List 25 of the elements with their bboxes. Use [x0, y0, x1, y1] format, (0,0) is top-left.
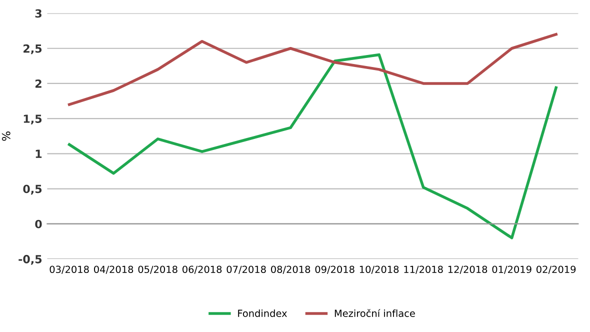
y-tick-label: -0,5: [18, 254, 42, 265]
y-tick-label: 1,5: [24, 114, 42, 124]
x-tick-label: 02/2019: [536, 266, 576, 274]
line-series: [68, 53, 558, 240]
y-tick-label: 0: [35, 220, 42, 228]
x-tick-label: 01/2019: [492, 266, 532, 274]
line-series: [68, 32, 558, 106]
y-tick-label: 0,5: [23, 184, 42, 195]
x-tick-label: 07/2018: [226, 266, 266, 274]
y-axis-title: %: [2, 131, 10, 141]
x-tick-label: 12/2018: [448, 266, 488, 274]
x-tick-label: 09/2018: [315, 266, 354, 274]
x-tick-label: 05/2018: [138, 266, 178, 274]
y-tick-label: 3: [35, 9, 42, 18]
y-tick-label: 2,5: [24, 44, 42, 54]
y-tick-label: 1: [36, 150, 42, 158]
x-tick-label: 10/2018: [360, 266, 399, 274]
x-tick-label: 03/2018: [50, 266, 89, 274]
x-tick-label: 11/2018: [404, 266, 443, 274]
x-tick-label: 08/2018: [271, 266, 310, 274]
legend-label: Meziroční inflace: [334, 309, 415, 317]
legend-label: Fondindex: [238, 309, 287, 317]
y-tick-label: 2: [35, 79, 42, 88]
x-tick-label: 04/2018: [94, 266, 134, 274]
x-tick-label: 06/2018: [182, 266, 222, 274]
